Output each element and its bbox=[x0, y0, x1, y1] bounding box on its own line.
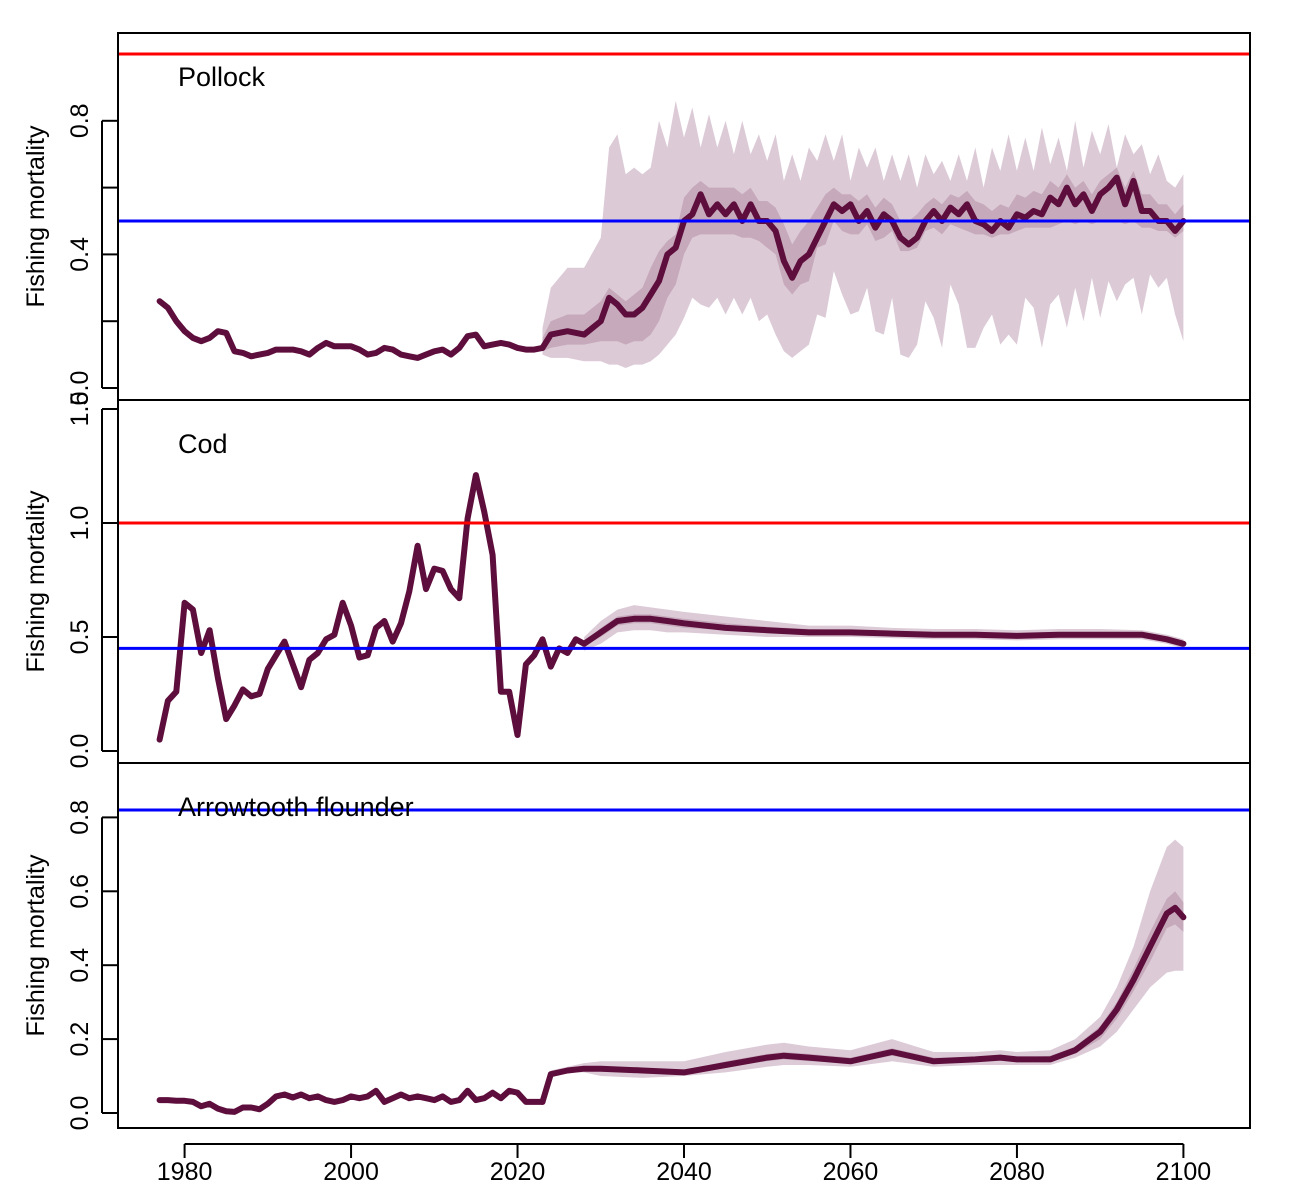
y-tick-label: 0.0 bbox=[66, 734, 94, 769]
historical-line bbox=[156, 472, 588, 743]
historical-line bbox=[156, 1087, 546, 1115]
y-tick-label: 0.4 bbox=[66, 237, 94, 272]
y-axis-label: Fishing mortality bbox=[22, 490, 50, 672]
x-tick-label: 2100 bbox=[1156, 1158, 1212, 1186]
band-90pct bbox=[584, 605, 1184, 651]
x-tick-label: 2080 bbox=[989, 1158, 1045, 1186]
panel-frame bbox=[117, 762, 1251, 1129]
x-tick-label: 1980 bbox=[157, 1158, 213, 1186]
y-tick-label: 0.8 bbox=[66, 103, 94, 138]
x-tick-label: 2060 bbox=[823, 1158, 879, 1186]
plot-area bbox=[118, 52, 1250, 369]
projection-median-line bbox=[581, 615, 1187, 647]
panel-label: Arrowtooth flounder bbox=[178, 792, 414, 822]
y-tick-label: 1.0 bbox=[66, 506, 94, 541]
panel-2: 0.0 0.5 1.0 1.5 Fishing mortality Cod bbox=[22, 392, 1251, 769]
band-50pct bbox=[542, 167, 1184, 352]
x-tick-label: 2000 bbox=[323, 1158, 379, 1186]
panel-label: Cod bbox=[178, 429, 228, 459]
x-axis: 1980 2000 2020 2040 2060 2080 2100 bbox=[157, 1143, 1212, 1186]
chart-panels: 0.0 0.4 0.8 Fishing mortality Pollock 0.0 0.5 1… bbox=[22, 32, 1251, 1131]
plot-area bbox=[118, 808, 1250, 1115]
y-tick-label: 0.5 bbox=[66, 620, 94, 655]
panel-3: 0.0 0.2 0.4 0.6 0.8 Fishing mortality Arrowtoo… bbox=[22, 762, 1251, 1131]
band-90pct bbox=[542, 100, 1184, 369]
x-tick-label: 2020 bbox=[490, 1158, 546, 1186]
panel-1: 0.0 0.4 0.8 Fishing mortality Pollock bbox=[22, 32, 1251, 406]
y-tick-label: 0.0 bbox=[66, 371, 94, 406]
y-axis-label: Fishing mortality bbox=[22, 125, 50, 307]
y-tick-label: 0.8 bbox=[66, 800, 94, 835]
historical-line bbox=[156, 298, 546, 361]
plot-area bbox=[118, 472, 1250, 743]
x-tick-label: 2040 bbox=[656, 1158, 712, 1186]
projection-median-line bbox=[539, 174, 1187, 351]
y-tick-label: 0.6 bbox=[66, 874, 94, 909]
y-tick-label: 0.4 bbox=[66, 948, 94, 983]
y-tick-label: 0.0 bbox=[66, 1096, 94, 1131]
y-axis-label: Fishing mortality bbox=[22, 854, 50, 1036]
projection-median-line bbox=[539, 904, 1187, 1105]
panel-frame bbox=[117, 399, 1251, 764]
band-90pct bbox=[542, 839, 1184, 1102]
y-tick-label: 1.5 bbox=[66, 392, 94, 427]
panel-label: Pollock bbox=[178, 62, 266, 92]
y-tick-label: 0.2 bbox=[66, 1022, 94, 1057]
